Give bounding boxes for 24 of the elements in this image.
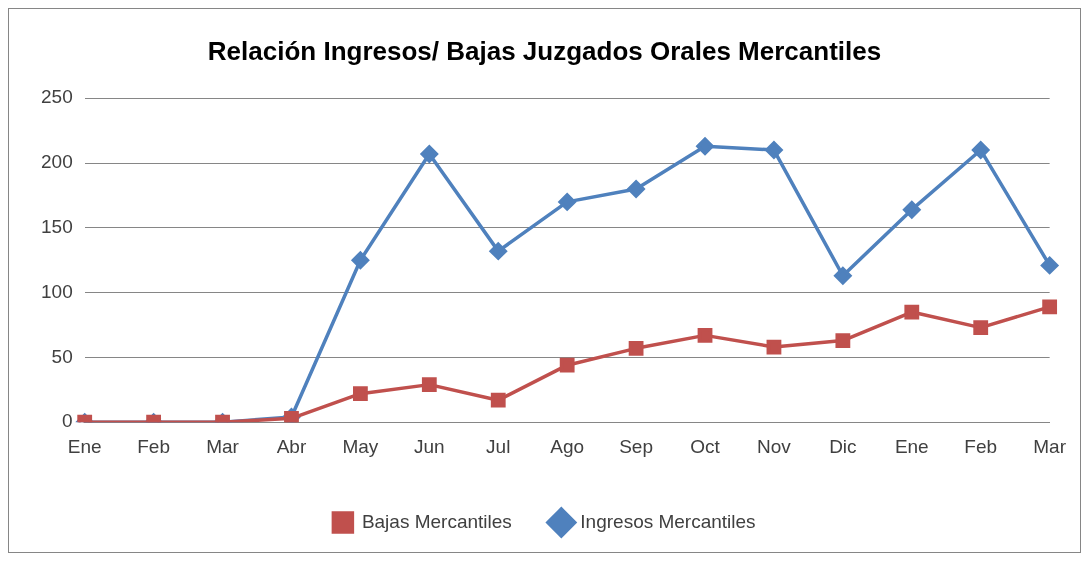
x-tick-label: Abr (276, 435, 307, 457)
y-tick-label: 100 (41, 280, 73, 302)
x-tick-label: Feb (137, 435, 170, 457)
y-tick-label: 200 (41, 151, 73, 173)
legend-label: Bajas Mercantiles (361, 510, 512, 532)
x-tick-label: Mar (206, 435, 240, 457)
x-tick-label: Ene (894, 435, 929, 457)
x-tick-label: Jul (486, 435, 511, 457)
chart-title: Relación Ingresos/ Bajas Juzgados Orales Mercantiles (207, 35, 882, 66)
x-tick-label: Ago (550, 435, 585, 457)
x-tick-label: Feb (964, 435, 998, 457)
y-tick-label: 150 (41, 216, 73, 238)
x-tick-label: Oct (690, 435, 721, 457)
x-tick-label: Dic (829, 435, 857, 457)
y-tick-label: 50 (51, 345, 73, 367)
y-tick-label: 250 (41, 86, 73, 108)
x-tick-label: Mar (1033, 435, 1067, 457)
x-tick-label: May (342, 435, 379, 457)
y-tick-label: 0 (62, 410, 73, 432)
legend-label: Ingresos Mercantiles (580, 510, 756, 532)
x-tick-label: Ene (67, 435, 102, 457)
x-tick-label: Jun (414, 435, 445, 457)
x-tick-label: Sep (619, 435, 653, 457)
x-tick-label: Nov (757, 435, 792, 457)
